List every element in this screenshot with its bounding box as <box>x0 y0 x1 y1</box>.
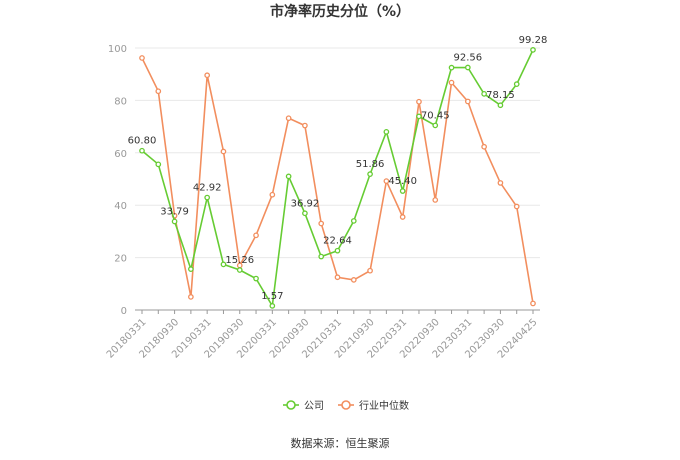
y-tick-label: 60 <box>114 149 127 160</box>
chart-title: 市净率历史分位（%） <box>270 3 410 20</box>
data-point <box>530 300 536 307</box>
data-point <box>464 98 471 105</box>
x-axis: 2018033120180930201903312019093020200331… <box>105 309 540 361</box>
data-label: 70.45 <box>421 110 450 121</box>
data-point <box>285 115 292 122</box>
data-point <box>416 98 422 105</box>
data-point <box>513 203 520 210</box>
data-point <box>432 122 439 129</box>
data-label: 78.15 <box>486 90 515 101</box>
data-label: 15.26 <box>225 255 254 266</box>
y-tick-label: 100 <box>108 44 127 55</box>
legend-marker <box>341 400 351 410</box>
legend-item-0[interactable]: 公司 <box>283 400 324 412</box>
data-point <box>513 81 520 88</box>
data-point <box>139 55 145 61</box>
y-axis: 0 20 40 60 80 100 <box>108 44 127 317</box>
data-point <box>139 147 145 154</box>
data-label: 1.57 <box>261 291 283 302</box>
data-label: 92.56 <box>454 52 483 63</box>
data-point <box>350 277 357 283</box>
data-point <box>155 88 162 95</box>
y-tick-label: 80 <box>114 96 127 107</box>
data-point <box>155 161 162 168</box>
data-label: 42.92 <box>193 183 222 194</box>
data-label: 36.92 <box>291 198 320 209</box>
y-tick-label: 40 <box>114 201 127 212</box>
data-point <box>416 113 422 120</box>
data-point <box>367 267 373 274</box>
data-point <box>399 214 406 220</box>
y-tick-label: 20 <box>114 254 127 265</box>
data-point <box>399 188 406 194</box>
data-point <box>204 194 211 201</box>
data-point <box>383 128 390 135</box>
legend-label: 行业中位数 <box>359 399 409 412</box>
data-label: 22.64 <box>323 236 352 247</box>
data-point <box>220 148 227 155</box>
data-point <box>481 143 487 150</box>
data-point <box>318 220 325 227</box>
data-point <box>464 64 471 71</box>
data-point <box>350 218 357 224</box>
data-point <box>448 79 455 86</box>
data-point <box>432 197 439 203</box>
legend-marker <box>286 400 296 410</box>
data-label: 99.28 <box>519 35 548 46</box>
data-point <box>497 180 504 186</box>
legend[interactable]: 公司 行业中位数 <box>283 399 409 412</box>
data-point <box>188 294 194 300</box>
series-layer <box>139 47 536 309</box>
data-point <box>334 247 341 254</box>
data-point <box>497 102 504 109</box>
data-point <box>220 261 227 268</box>
data-point <box>302 122 308 129</box>
data-point <box>302 210 308 217</box>
data-point <box>269 191 276 198</box>
data-label: 45.40 <box>388 176 417 187</box>
data-point <box>318 253 325 260</box>
data-point <box>383 178 390 184</box>
legend-item-1[interactable]: 行业中位数 <box>338 399 409 412</box>
data-point <box>204 72 211 79</box>
source-note: 数据来源：恒生聚源 <box>291 436 390 450</box>
data-point <box>236 267 243 273</box>
data-point <box>530 47 536 53</box>
legend-label: 公司 <box>304 401 324 412</box>
grid-lines <box>135 47 540 259</box>
data-point <box>367 171 373 177</box>
data-point <box>269 303 276 309</box>
data-labels: 60.80 33.79 42.92 15.26 1.57 36.92 22.64 51.864… <box>128 35 548 302</box>
y-tick-label: 0 <box>121 306 127 317</box>
data-point <box>448 64 455 71</box>
series-line-0 <box>141 49 534 309</box>
data-point <box>188 266 194 272</box>
data-point <box>253 275 259 282</box>
data-label: 51.86 <box>356 159 385 170</box>
series-line-1 <box>141 57 534 304</box>
data-point <box>285 173 292 180</box>
data-label: 60.80 <box>128 136 157 147</box>
data-label: 33.79 <box>160 206 189 217</box>
data-point <box>481 91 487 97</box>
data-point <box>171 218 178 225</box>
data-point <box>334 274 341 281</box>
data-point <box>253 232 259 239</box>
